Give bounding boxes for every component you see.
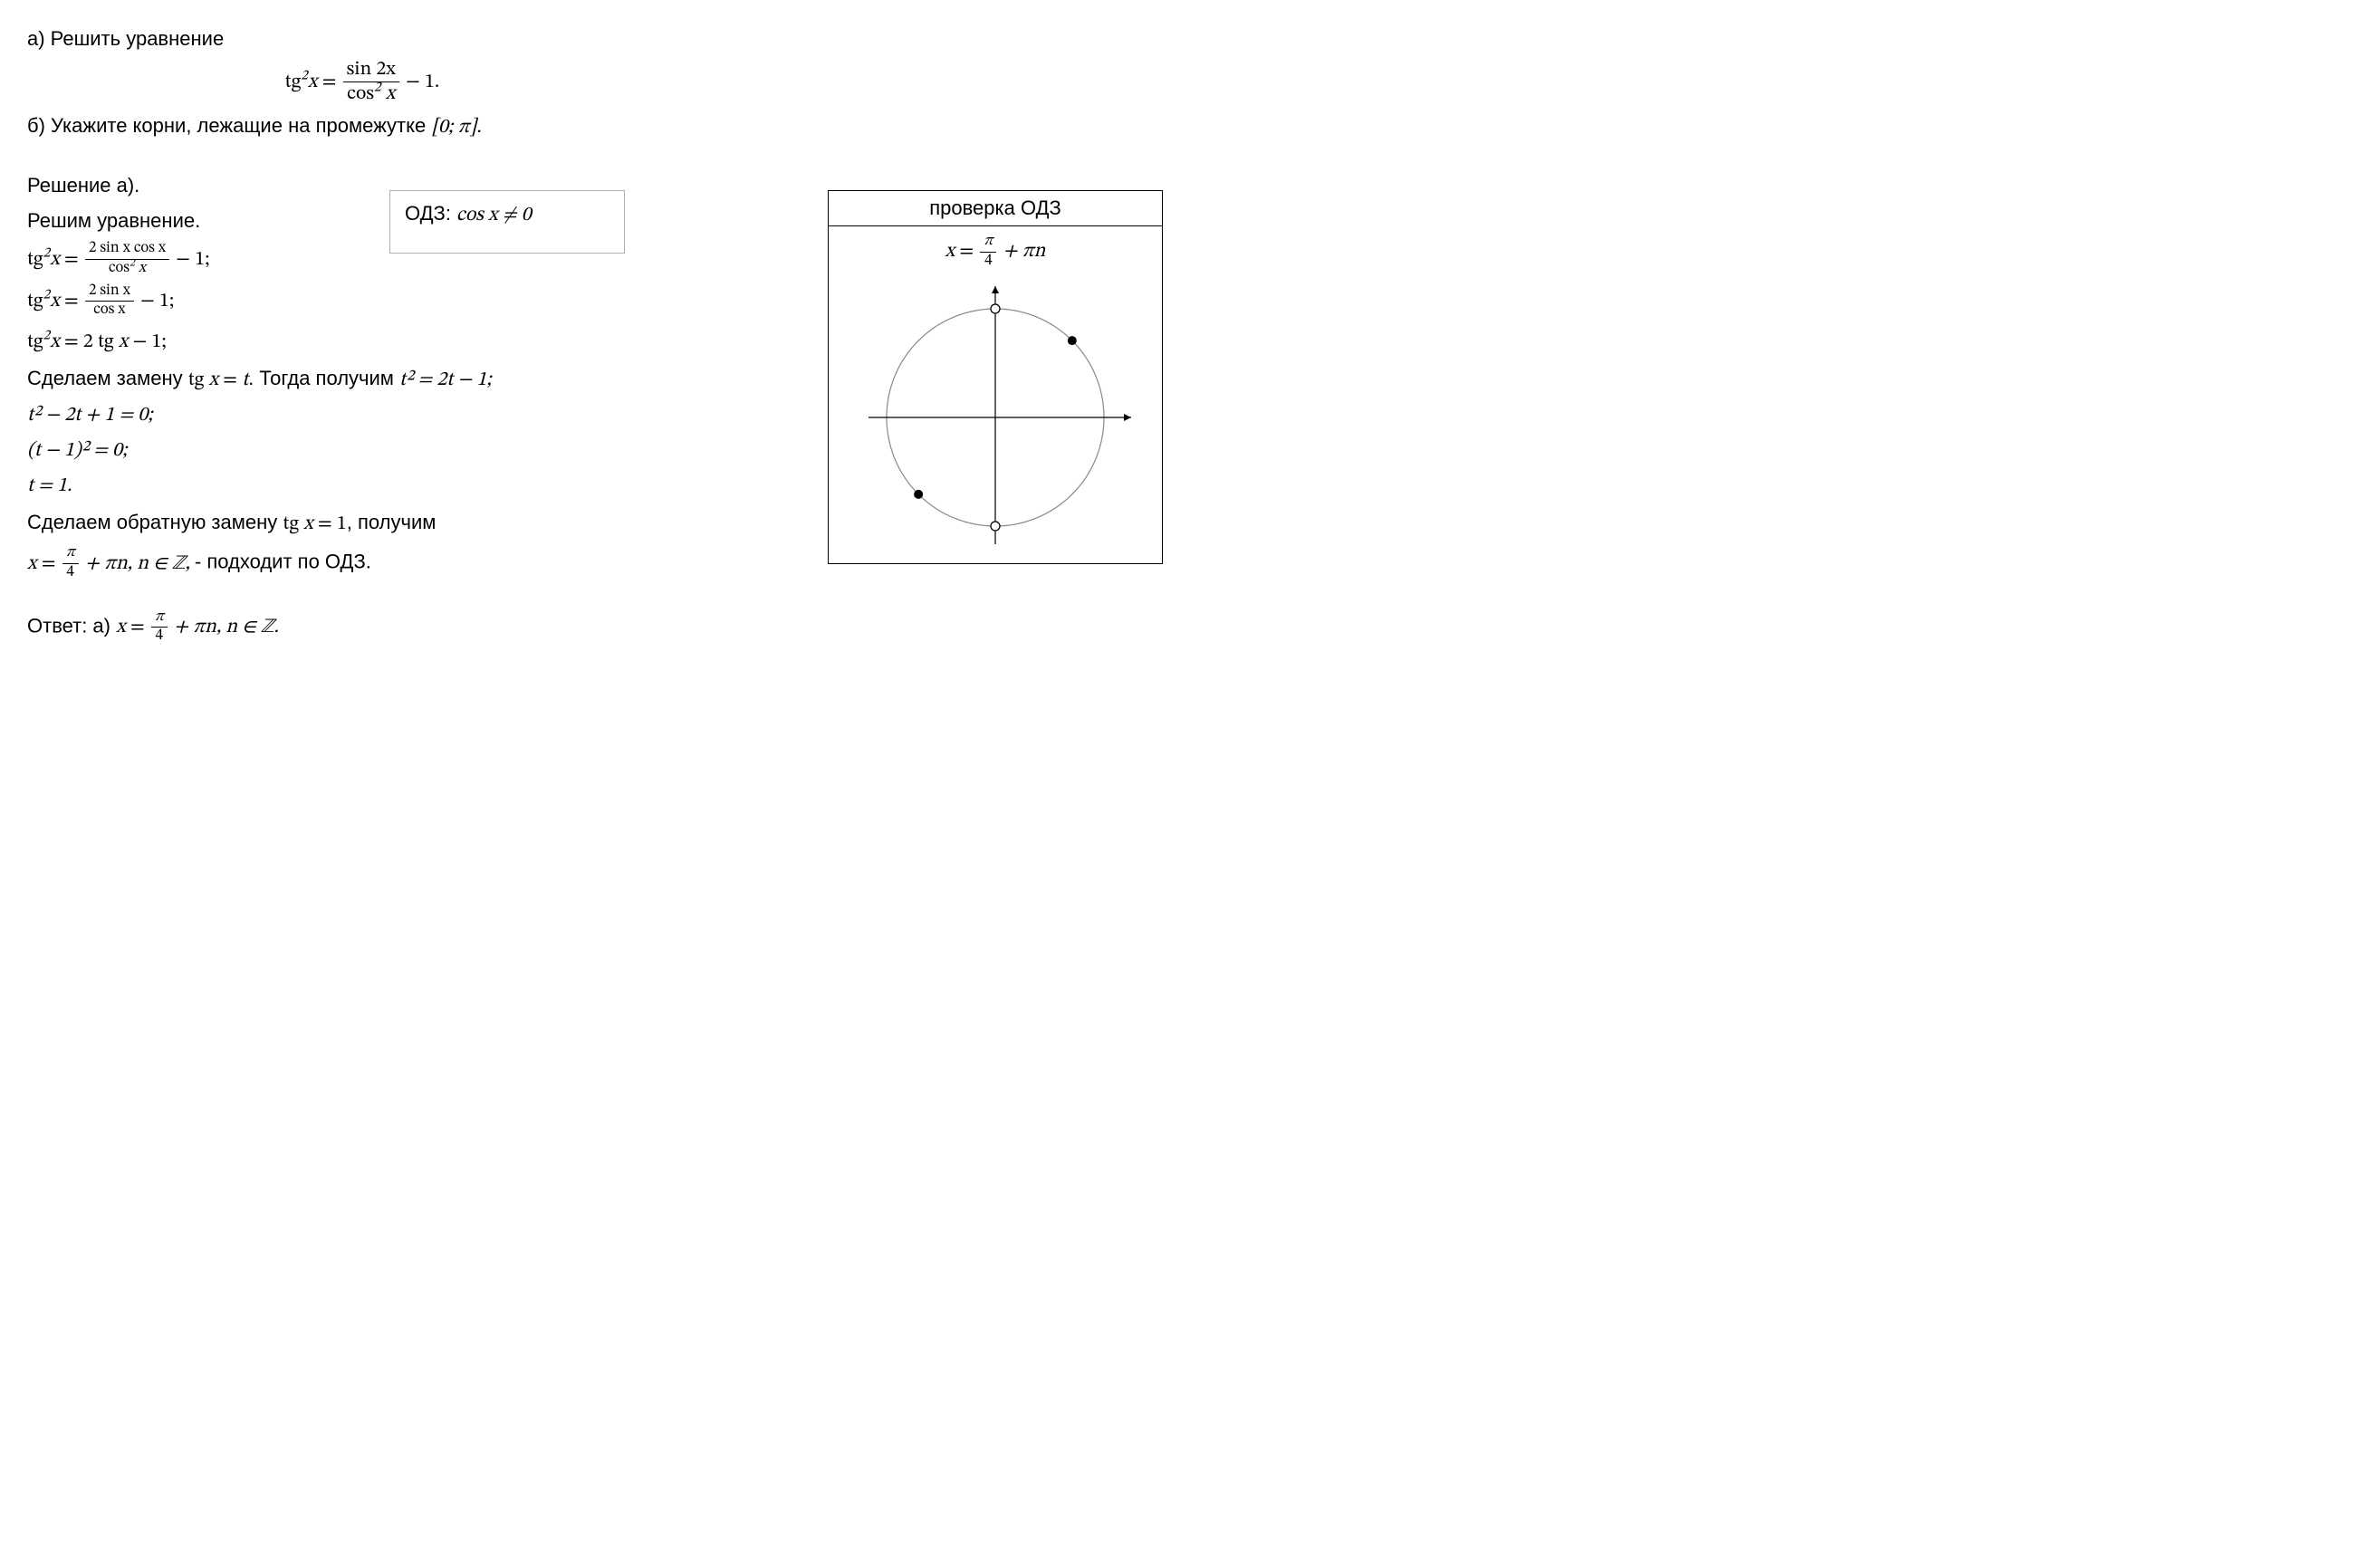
problem-b-label: б) Укажите корни, лежащие на промежутке (27, 114, 431, 137)
eq-sup: 2 (301, 69, 308, 83)
sub-text2: . Тогда получим (248, 367, 399, 389)
check-eq-eq: = (955, 242, 978, 262)
main-equation: tg2x = sin 2x cos2 x − 1. (27, 59, 697, 105)
check-eq-tail: + πn (998, 242, 1045, 262)
step7: t = 1. (27, 472, 697, 502)
sub-math2: t² = 2t − 1; (399, 370, 492, 390)
problem-a-label: а) Решить уравнение (27, 24, 697, 53)
odz-expr: cos x ≠ 0 (456, 206, 532, 225)
step2-x: x (50, 292, 60, 311)
answer-den: 4 (151, 628, 168, 646)
result-num: π (62, 545, 79, 564)
result-tail: + πn, n ∈ ℤ, (81, 554, 195, 574)
eq-den-cos: cos (347, 84, 374, 104)
problem-b-interval: [0; π]. (431, 118, 481, 138)
sub-text1: Сделаем замену (27, 367, 188, 389)
result-eq: = (37, 554, 61, 574)
eq-tg: tg (285, 72, 302, 92)
step1-den-x: x (135, 261, 146, 276)
substitution: Сделаем замену tg x = t. Тогда получим t… (27, 363, 697, 396)
back-text2: , получим (347, 511, 437, 533)
step2-den: cos x (85, 302, 134, 320)
result-den: 4 (62, 564, 79, 582)
odz-box: ОДЗ: cos x ≠ 0 (389, 190, 625, 254)
answer-label: Ответ: а) (27, 614, 116, 637)
eq-den-x: x (381, 84, 396, 104)
eq-num: sin 2x (347, 60, 396, 80)
step2: tg2x = 2 sin x cos x − 1; (27, 283, 697, 320)
answer: Ответ: а) x = π 4 + πn, n ∈ ℤ. (27, 609, 697, 646)
back-substitution: Сделаем обратную замену tg x = 1, получи… (27, 507, 697, 540)
unit-circle-diagram (846, 277, 1145, 549)
result-x: x (27, 554, 37, 574)
eq-den-sup: 2 (374, 81, 381, 95)
step3-x2: x (119, 332, 129, 352)
step3-mid: = 2 tg (60, 332, 119, 352)
odz-label: ОДЗ: (405, 202, 456, 225)
back-tail: = 1 (313, 514, 347, 534)
step1-tail: − 1; (171, 250, 209, 270)
step1-tg: tg (27, 250, 43, 270)
eq-equals: = (317, 72, 341, 92)
step1-num: 2 sin x cos x (85, 241, 169, 260)
back-text: Сделаем обратную замену (27, 511, 283, 533)
sub-eq: = (218, 370, 242, 390)
result: x = π 4 + πn, n ∈ ℤ, - подходит по ОДЗ. (27, 545, 697, 581)
answer-num: π (151, 609, 168, 628)
step2-tg: tg (27, 292, 43, 311)
answer-tail: + πn, n ∈ ℤ. (169, 618, 279, 637)
eq-x: x (308, 72, 318, 92)
check-eq-den: 4 (980, 253, 996, 271)
check-title: проверка ОДЗ (829, 191, 1162, 226)
step3-x: x (50, 332, 60, 352)
answer-eq: = (126, 618, 149, 637)
back-x: x (303, 514, 313, 534)
step1-x: x (50, 250, 60, 270)
back-tg: tg (283, 514, 303, 534)
step3-tail: − 1; (128, 332, 166, 352)
step2-eq: = (60, 292, 83, 311)
eq-tail: − 1. (401, 72, 439, 92)
page: а) Решить уравнение tg2x = sin 2x cos2 x… (0, 0, 1190, 772)
content-column: а) Решить уравнение tg2x = sin 2x cos2 x… (27, 24, 697, 646)
step6: (t − 1)² = 0; (27, 436, 697, 466)
problem-b: б) Укажите корни, лежащие на промежутке … (27, 110, 697, 143)
step1-eq: = (60, 250, 83, 270)
check-body: x = π 4 + πn (829, 226, 1162, 563)
step5: t² − 2t + 1 = 0; (27, 401, 697, 431)
step3: tg2x = 2 tg x − 1; (27, 325, 697, 358)
check-eq-num: π (980, 234, 996, 253)
answer-x: x (116, 618, 126, 637)
check-box: проверка ОДЗ x = π 4 + πn (828, 190, 1163, 564)
sub-x: x (208, 370, 218, 390)
step1-den-cos: cos (109, 261, 130, 276)
step2-tail: − 1; (136, 292, 174, 311)
result-text: - подходит по ОДЗ. (195, 551, 371, 573)
step3-tg: tg (27, 332, 43, 352)
check-eq-x: x (945, 242, 955, 262)
sub-tg: tg (188, 370, 209, 390)
step2-num: 2 sin x (85, 283, 134, 302)
